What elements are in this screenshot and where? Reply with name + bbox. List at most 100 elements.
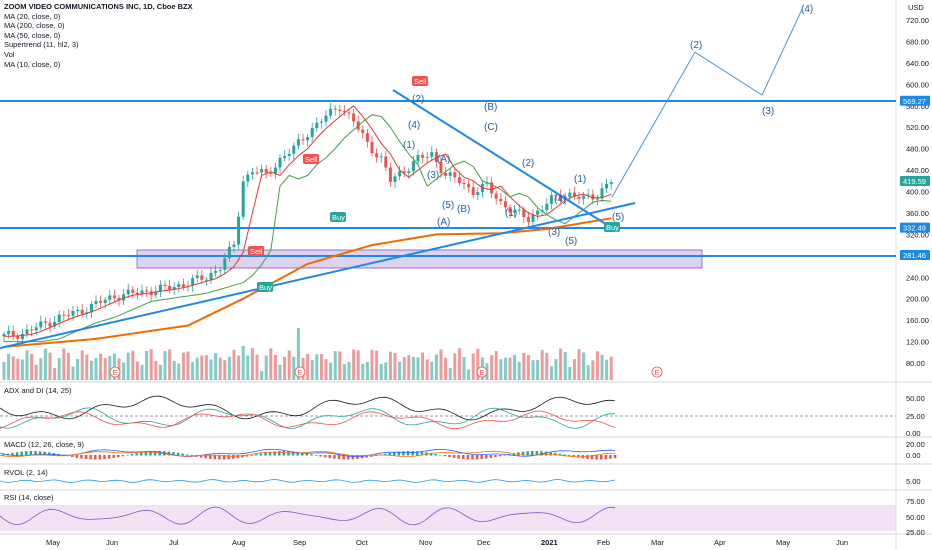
candle-body: [448, 172, 452, 176]
macd-histogram-bar: [489, 455, 493, 458]
macd-histogram-bar: [563, 454, 566, 456]
volume-bar: [375, 350, 379, 380]
wave-label: (1): [574, 174, 586, 185]
earnings-label: E: [298, 368, 303, 377]
candle-body: [375, 153, 379, 158]
volume-bar: [62, 348, 66, 380]
candle-body: [269, 172, 273, 174]
macd-axis-label: 20.00: [906, 440, 925, 449]
earnings-label: E: [113, 368, 118, 377]
candle-body: [135, 292, 139, 295]
volume-bar: [177, 363, 181, 380]
macd-histogram-bar: [25, 451, 28, 456]
macd-histogram-bar: [462, 455, 465, 460]
candle-body: [172, 287, 176, 290]
macd-histogram-bar: [186, 454, 189, 456]
volume-bar: [227, 356, 231, 380]
di-plus-line: [0, 407, 616, 429]
candle-body: [324, 115, 328, 122]
macd-histogram-bar: [130, 453, 134, 456]
volume-bar: [237, 355, 241, 380]
legend-ma10[interactable]: MA (10, close, 0): [4, 59, 61, 69]
candle-body: [536, 210, 540, 215]
volume-bar: [347, 361, 351, 380]
volume-bar: [600, 354, 604, 380]
candle-body: [57, 314, 61, 322]
macd-histogram-bar: [98, 455, 102, 460]
symbol-title[interactable]: ZOOM VIDEO COMMUNICATIONS INC, 1D, Cboe …: [4, 2, 193, 11]
macd-histogram-bar: [71, 455, 74, 458]
price-axis-label: 720.00: [906, 16, 929, 25]
volume-bar: [342, 364, 346, 380]
legend-volume[interactable]: Vol: [4, 49, 15, 59]
time-axis-label: Jun: [106, 538, 118, 547]
macd-histogram-bar: [2, 454, 5, 456]
rvol-pane-label[interactable]: RVOL (2, 14): [4, 468, 48, 477]
volume-bar: [434, 354, 438, 380]
signal-markers: Sell Sell Sell Buy Buy Buy: [248, 76, 620, 292]
candle-body: [218, 269, 222, 271]
legend-ma20[interactable]: MA (20, close, 0): [4, 11, 61, 21]
candle-body: [471, 187, 475, 195]
candle-body: [260, 168, 264, 173]
macd-pane-label[interactable]: MACD (12, 26, close, 9): [4, 440, 85, 449]
macd-histogram-bar: [121, 455, 125, 457]
earnings-label: E: [480, 368, 485, 377]
macd-histogram-bar: [241, 455, 244, 458]
legend-ma200[interactable]: MA (200, close, 0): [4, 21, 65, 31]
volume-bar: [223, 360, 227, 380]
candle-body: [11, 331, 15, 337]
volume-bar: [531, 360, 535, 380]
macd-histogram-bar: [107, 455, 111, 459]
adx-line: [0, 395, 616, 421]
legend-supertrend[interactable]: Supertrend (11, hl2, 3): [4, 40, 79, 50]
volume-bar: [476, 348, 480, 380]
candle-body: [365, 133, 369, 142]
rsi-pane-label[interactable]: RSI (14, close): [4, 493, 54, 502]
volume-bar: [287, 350, 291, 380]
macd-histogram-bar: [80, 455, 83, 459]
candle-body: [214, 270, 218, 273]
currency-label: USD: [908, 3, 924, 12]
legend-ma50[interactable]: MA (50, close, 0): [4, 30, 61, 40]
candle-body: [476, 192, 480, 195]
price-axis-label: 360.00: [906, 209, 929, 218]
candle-body: [168, 285, 172, 290]
volume-bar: [214, 353, 218, 380]
macd-histogram-bar: [429, 453, 433, 456]
candle-body: [227, 246, 231, 259]
candle-body: [434, 152, 438, 162]
macd-histogram-bar: [227, 455, 230, 460]
volume-bar: [430, 361, 434, 380]
candle-body: [398, 171, 402, 177]
candle-body: [393, 176, 397, 182]
candle-body: [117, 297, 121, 301]
price-tag: [900, 176, 930, 187]
volume-bar: [25, 350, 29, 380]
adx-pane-label[interactable]: ADX and DI (14, 25): [4, 386, 72, 395]
macd-histogram-bar: [199, 455, 203, 458]
macd-histogram-bar: [540, 451, 543, 456]
candle-body: [329, 108, 333, 116]
macd-histogram-bar: [498, 455, 502, 457]
candle-body: [278, 157, 282, 168]
wave-label: (3): [762, 106, 774, 117]
price-axis-label: 200.00: [906, 295, 929, 304]
volume-bar: [209, 359, 213, 380]
macd-histogram-bar: [517, 452, 520, 456]
volume-bar: [453, 353, 457, 380]
candle-body: [333, 108, 337, 110]
candle-body: [2, 334, 6, 337]
volume-bar: [122, 362, 126, 380]
wave-label: (5): [565, 236, 577, 247]
volume-bar: [370, 349, 374, 380]
candle-body: [264, 168, 268, 173]
macd-histogram-bar: [475, 455, 479, 460]
earnings-marker: [109, 366, 121, 378]
volume-bar: [407, 355, 411, 380]
candle-body: [503, 201, 507, 208]
volume-bar: [200, 355, 204, 380]
candle-body: [195, 275, 199, 278]
volume-bar: [126, 352, 130, 380]
